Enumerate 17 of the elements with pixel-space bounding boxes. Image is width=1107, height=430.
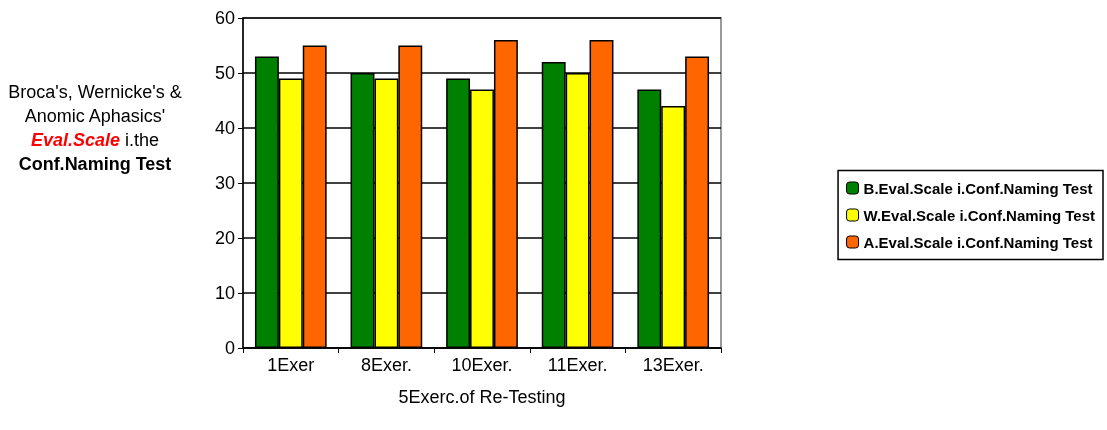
x-tick-label: 10Exer. [451, 355, 513, 375]
y-tick-label: 0 [224, 338, 235, 358]
text: Broca's, Wernicke's & Anomic Aphasics' Eval.Scale i.the Conf.Naming Test [8, 82, 182, 174]
y-tick-label: 30 [214, 173, 235, 193]
x-tick-label: 11Exer. [547, 355, 608, 375]
y-tick-label: 20 [214, 228, 235, 248]
legend-label: W.Eval.Scale i.Conf.Naming Test [863, 206, 1096, 224]
legend-label: A.Eval.Scale i.Conf.Naming Test [863, 233, 1093, 251]
x-axis-title: 5Exerc.of Re-Testing [398, 387, 566, 407]
x-tick-label: 8Exer. [360, 355, 412, 375]
y-tick-label: 10 [214, 283, 235, 303]
y-tick-label: 50 [214, 63, 235, 83]
y-tick-label: 40 [214, 118, 235, 138]
x-tick-label: 13Exer. [642, 355, 704, 375]
x-tick-label: 1Exer [267, 355, 315, 375]
legend-label: B.Eval.Scale i.Conf.Naming Test [863, 179, 1093, 197]
y-tick-label: 60 [214, 8, 235, 28]
